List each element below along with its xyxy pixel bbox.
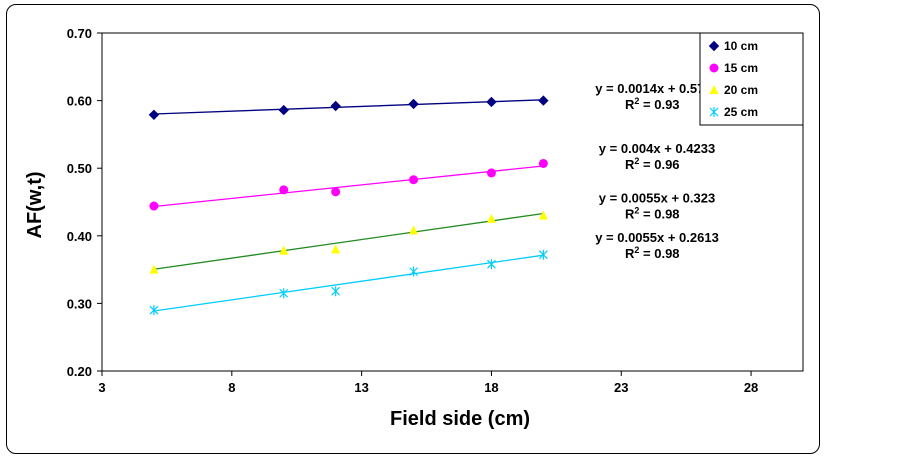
legend-box (699, 32, 804, 126)
data-point (408, 98, 419, 110)
y-tick-label: 0.60 (67, 94, 92, 109)
x-axis-ticks: 3 8 13 18 23 28 (98, 371, 758, 395)
x-axis-label: Field side (cm) (390, 408, 530, 430)
data-point (538, 158, 548, 168)
trend-equation: y = 0.0055x + 0.2613 (595, 230, 719, 245)
y-tick-label: 0.40 (67, 229, 92, 244)
plot-area (101, 32, 804, 372)
trend-equation: y = 0.004x + 0.4233 (599, 141, 715, 156)
trend-equation: y = 0.0055x + 0.323 (599, 190, 715, 205)
data-point (409, 175, 419, 185)
y-tick-label: 0.50 (67, 161, 92, 176)
data-point (278, 104, 289, 116)
y-tick-label: 0.70 (67, 26, 92, 41)
data-point (331, 286, 341, 297)
trendline (153, 254, 544, 312)
data-point (149, 305, 159, 316)
legend-marker (709, 63, 719, 73)
data-point (487, 259, 496, 270)
data-point (149, 264, 159, 274)
y-axis-ticks: 0.20 0.30 0.40 0.50 0.60 0.70 (67, 26, 102, 379)
x-tick-label: 8 (228, 380, 235, 395)
legend-label: 20 cm (724, 83, 758, 97)
x-tick-label: 3 (98, 380, 105, 395)
trend-r-squared: R2 = 0.98 (625, 245, 680, 261)
x-tick-label: 13 (354, 380, 368, 395)
data-point (409, 266, 418, 277)
legend-label: 15 cm (724, 61, 758, 75)
data-point (486, 213, 496, 223)
x-tick-label: 28 (744, 380, 758, 395)
data-point (279, 288, 289, 299)
y-tick-label: 0.30 (67, 296, 92, 311)
legend-label: 25 cm (724, 105, 758, 119)
y-tick-label: 0.20 (67, 364, 92, 379)
data-point (331, 187, 341, 197)
data-point (330, 100, 341, 112)
x-tick-label: 18 (484, 380, 498, 395)
trend-r-squared: R2 = 0.96 (625, 156, 680, 172)
x-tick-label: 23 (614, 380, 628, 395)
data-point (538, 95, 549, 106)
legend-label: 10 cm (724, 39, 758, 53)
data-point (486, 96, 497, 108)
data-point (279, 245, 289, 255)
trend-r-squared: R2 = 0.93 (625, 96, 680, 112)
legend-marker (708, 40, 720, 52)
data-point (148, 109, 160, 121)
legend: 10 cm 15 cm 20 cm 25 cm (699, 32, 804, 126)
trendline (153, 99, 544, 115)
data-point (149, 201, 159, 211)
data-point (538, 210, 548, 220)
trendlines (153, 99, 544, 312)
trend-equation: y = 0.0014x + 0.5732 (595, 81, 719, 96)
y-axis-label: AF(w,t) (24, 171, 46, 238)
data-point (486, 168, 496, 178)
trendline (153, 165, 544, 208)
data-point (538, 249, 548, 260)
legend-marker (709, 107, 719, 117)
trendline (153, 212, 544, 270)
data-point (331, 244, 341, 254)
legend-marker (709, 85, 719, 94)
chart-frame (6, 4, 820, 454)
data-points (148, 95, 549, 316)
data-point (279, 185, 289, 195)
trend-r-squared: R2 = 0.98 (625, 205, 680, 221)
data-point (409, 225, 419, 235)
